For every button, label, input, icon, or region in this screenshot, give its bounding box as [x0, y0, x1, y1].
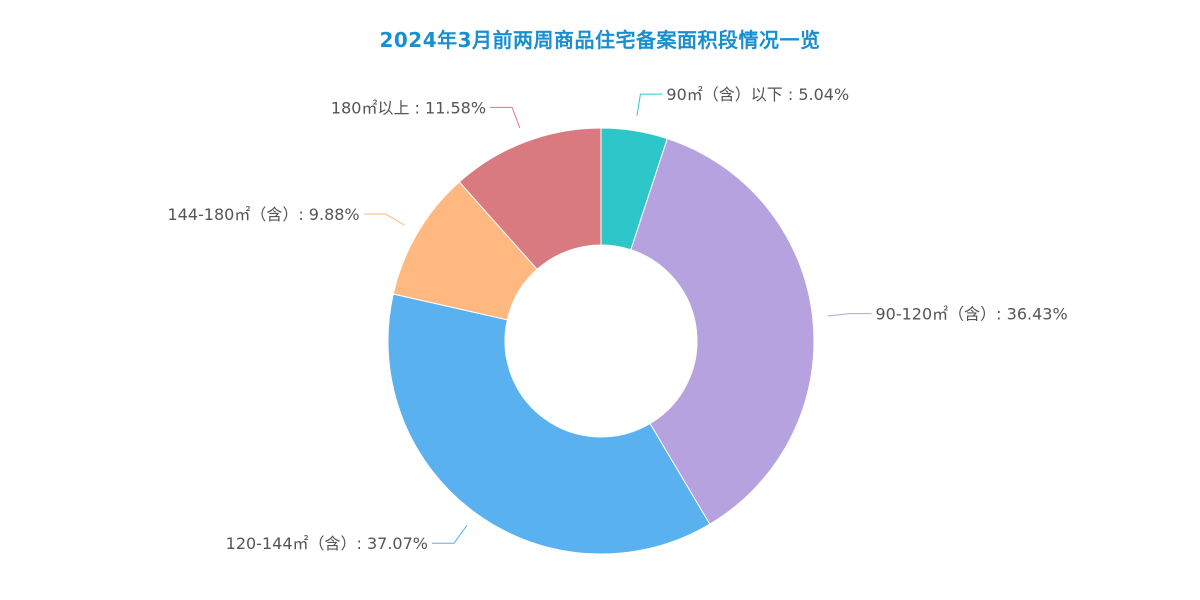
leader-line-3: [431, 525, 468, 544]
pie-slice-2[interactable]: [630, 137, 815, 525]
pie-slice-5[interactable]: [458, 127, 602, 271]
slice-label-2: 90-120㎡（含）: 36.43%: [875, 305, 1067, 324]
leader-line-1: [636, 93, 663, 116]
leader-line-4: [363, 213, 405, 226]
chart-title: 2024年3月前两周商品住宅备案面积段情况一览: [379, 28, 821, 52]
slice-label-1: 90㎡（含）以下 : 5.04%: [666, 85, 849, 104]
leader-line-2: [827, 313, 872, 317]
leader-line-5: [490, 106, 521, 129]
slice-label-5: 180㎡以上 : 11.58%: [331, 98, 486, 117]
slice-label-3: 120-144㎡（含）: 37.07%: [226, 534, 428, 553]
slice-label-4: 144-180㎡（含）: 9.88%: [167, 205, 359, 224]
slices-layer: [387, 127, 815, 555]
labels-layer: 90㎡（含）以下 : 5.04% 90-120㎡（含）: 36.43% 120-14…: [167, 85, 1067, 553]
leader-lines-layer: [363, 93, 872, 544]
pie-slice-3[interactable]: [387, 293, 711, 555]
